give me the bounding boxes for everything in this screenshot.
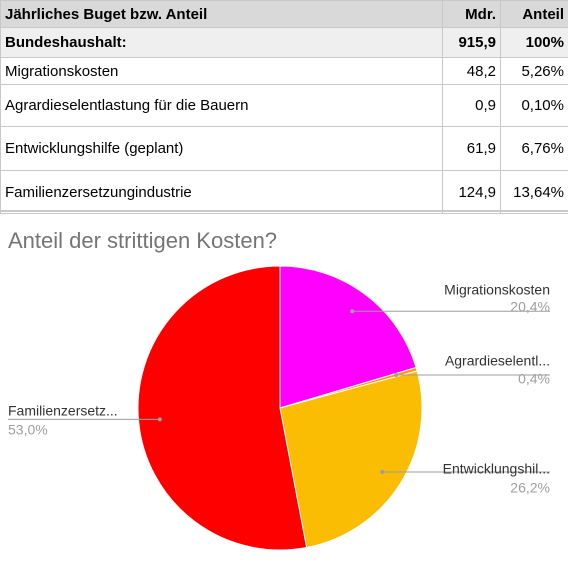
slice-label: Agrardieselentl... bbox=[445, 353, 550, 369]
table-row: Jährliches Buget bzw. Anteil Mdr. Anteil bbox=[0, 0, 568, 28]
table-cell: Familienzersetzungindustrie bbox=[0, 170, 443, 214]
table-row: Agrardieselentlastung für die Bauern 0,9 0… bbox=[0, 84, 568, 127]
pie-slice bbox=[137, 265, 308, 551]
table-body: Jährliches Buget bzw. Anteil Mdr. Anteil Bu… bbox=[0, 0, 568, 214]
table-cell: Migrationskosten bbox=[0, 57, 443, 85]
table-cell: 915,9 bbox=[442, 27, 501, 58]
table-row: Bundeshaushalt: 915,9 100% bbox=[0, 27, 568, 58]
leader-dot bbox=[157, 417, 162, 422]
table-cell: Bundeshaushalt: bbox=[0, 27, 443, 58]
table-cell: 6,76% bbox=[500, 126, 568, 171]
leader-dot bbox=[380, 470, 385, 475]
budget-table: Jährliches Buget bzw. Anteil Mdr. Anteil Bu… bbox=[0, 0, 568, 214]
table-row: Entwicklungshilfe (geplant) 61,9 6,76% bbox=[0, 126, 568, 171]
table-cell: 124,9 bbox=[442, 170, 501, 214]
table-cell: 13,64% bbox=[500, 170, 568, 214]
table-cell: 48,2 bbox=[442, 57, 501, 85]
table-cell: Agrardieselentlastung für die Bauern bbox=[0, 84, 443, 127]
table-cell: 100% bbox=[500, 27, 568, 58]
table-cell: Mdr. bbox=[442, 0, 501, 28]
table-cell: Anteil bbox=[500, 0, 568, 28]
slice-value: 26,2% bbox=[510, 480, 550, 496]
pie-slice bbox=[279, 265, 417, 409]
table-cell: 0,10% bbox=[500, 84, 568, 127]
table-cell: Entwicklungshilfe (geplant) bbox=[0, 126, 443, 171]
slice-value: 20,4% bbox=[510, 299, 550, 315]
table-cell: 0,9 bbox=[442, 84, 501, 127]
leader-dot bbox=[350, 309, 355, 314]
chart-title: Anteil der strittigen Kosten? bbox=[8, 228, 277, 253]
slice-label: Migrationskosten bbox=[444, 282, 550, 298]
leader-dot bbox=[394, 373, 399, 378]
table-cell: 61,9 bbox=[442, 126, 501, 171]
slice-label: Familienzersetz... bbox=[8, 403, 118, 419]
table-row: Migrationskosten 48,2 5,26% bbox=[0, 57, 568, 85]
table-row: Familienzersetzungindustrie 124,9 13,64% bbox=[0, 170, 568, 214]
slice-value: 53,0% bbox=[8, 422, 48, 438]
slice-value: 0,4% bbox=[518, 371, 550, 387]
table-cell: 5,26% bbox=[500, 57, 568, 85]
pie-slice bbox=[279, 370, 423, 549]
table-cell: Jährliches Buget bzw. Anteil bbox=[0, 0, 443, 28]
chart: Anteil der strittigen Kosten? Migrations… bbox=[0, 210, 568, 551]
slice-label: Entwicklungshil... bbox=[443, 461, 550, 477]
